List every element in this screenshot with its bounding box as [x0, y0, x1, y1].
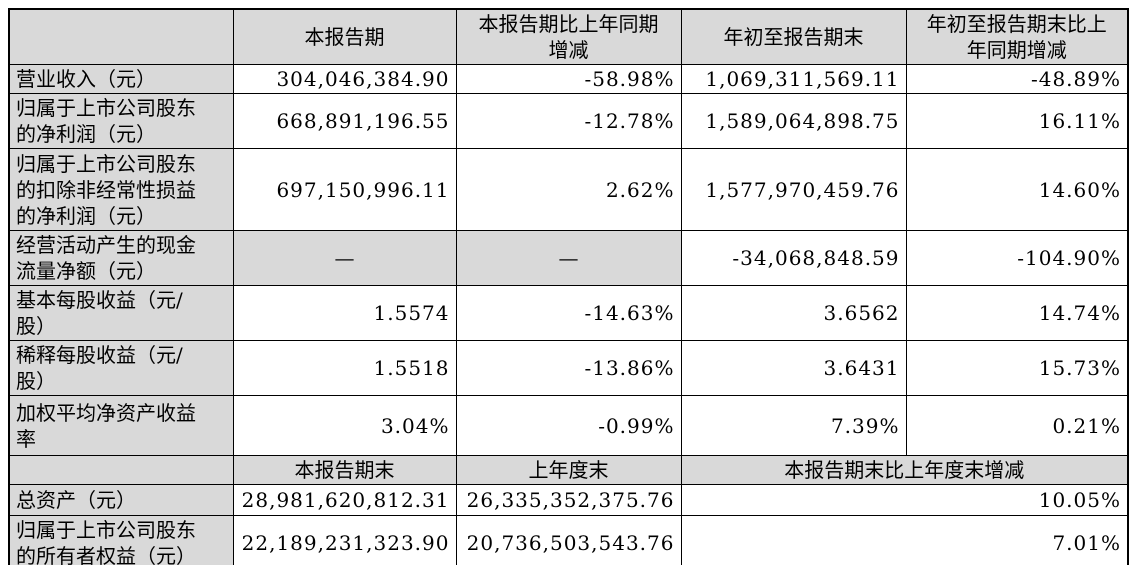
value-cell: 7.01%	[680, 515, 1129, 565]
table-row-diluted-eps: 稀释每股收益（元/ 股） 1.5518 -13.86% 3.6431 15.73…	[8, 340, 1129, 396]
row-label: 加权平均净资产收益 率	[8, 395, 234, 456]
header-ytd-yoy: 年初至报告期末比上 年同期增减	[905, 8, 1129, 65]
value-cell: -14.63%	[455, 285, 682, 341]
value-cell: 26,335,352,375.76	[455, 484, 682, 516]
value-cell: 1,589,064,898.75	[680, 93, 907, 149]
row-label: 基本每股收益（元/ 股）	[8, 285, 234, 341]
value-cell: 16.11%	[905, 93, 1129, 149]
header-period-end-vs-prior: 本报告期末比上年度末增减	[680, 455, 1129, 485]
value-cell: 14.60%	[905, 148, 1129, 231]
header-row-1: 本报告期 本报告期比上年同期 增减 年初至报告期末 年初至报告期末比上 年同期增…	[8, 8, 1129, 65]
row-label: 经营活动产生的现金 流量净额（元）	[8, 230, 234, 286]
value-cell: 28,981,620,812.31	[232, 484, 457, 516]
value-cell: -104.90%	[905, 230, 1129, 286]
key-financials-table: 本报告期 本报告期比上年同期 增减 年初至报告期末 年初至报告期末比上 年同期增…	[8, 8, 1129, 565]
value-cell: 1,069,311,569.11	[680, 64, 907, 94]
table-row-owners-equity: 归属于上市公司股东 的所有者权益（元） 22,189,231,323.90 20…	[8, 515, 1129, 565]
value-cell: -12.78%	[455, 93, 682, 149]
table-row-net-profit: 归属于上市公司股东 的净利润（元） 668,891,196.55 -12.78%…	[8, 93, 1129, 149]
row-label: 总资产（元）	[8, 484, 234, 516]
value-cell: -34,068,848.59	[680, 230, 907, 286]
value-cell-dash: —	[232, 230, 457, 286]
value-cell: 668,891,196.55	[232, 93, 457, 149]
value-cell: 20,736,503,543.76	[455, 515, 682, 565]
header-blank-cell	[8, 455, 234, 485]
value-cell: 2.62%	[455, 148, 682, 231]
header-current-period: 本报告期	[232, 8, 457, 65]
header-row-2: 本报告期末 上年度末 本报告期末比上年度末增减	[8, 455, 1129, 485]
value-cell: -48.89%	[905, 64, 1129, 94]
value-cell: -0.99%	[455, 395, 682, 456]
value-cell: 1,577,970,459.76	[680, 148, 907, 231]
row-label: 稀释每股收益（元/ 股）	[8, 340, 234, 396]
value-cell: 3.04%	[232, 395, 457, 456]
value-cell-dash: —	[455, 230, 682, 286]
table-row-revenue: 营业收入（元） 304,046,384.90 -58.98% 1,069,311…	[8, 64, 1129, 94]
header-blank-cell	[8, 8, 234, 65]
value-cell: 7.39%	[680, 395, 907, 456]
value-cell: 14.74%	[905, 285, 1129, 341]
value-cell: 3.6562	[680, 285, 907, 341]
table-row-basic-eps: 基本每股收益（元/ 股） 1.5574 -14.63% 3.6562 14.74…	[8, 285, 1129, 341]
value-cell: 0.21%	[905, 395, 1129, 456]
value-cell: -58.98%	[455, 64, 682, 94]
row-label: 归属于上市公司股东 的所有者权益（元）	[8, 515, 234, 565]
value-cell: 15.73%	[905, 340, 1129, 396]
header-current-period-yoy: 本报告期比上年同期 增减	[455, 8, 682, 65]
value-cell: 1.5574	[232, 285, 457, 341]
table-row-weighted-roe: 加权平均净资产收益 率 3.04% -0.99% 7.39% 0.21%	[8, 395, 1129, 456]
value-cell: 1.5518	[232, 340, 457, 396]
value-cell: -13.86%	[455, 340, 682, 396]
table-row-operating-cash-flow: 经营活动产生的现金 流量净额（元） — — -34,068,848.59 -10…	[8, 230, 1129, 286]
value-cell: 10.05%	[680, 484, 1129, 516]
value-cell: 304,046,384.90	[232, 64, 457, 94]
table-row-net-profit-excl-nonrecurring: 归属于上市公司股东 的扣除非经常性损益 的净利润（元） 697,150,996.…	[8, 148, 1129, 231]
header-period-end: 本报告期末	[232, 455, 457, 485]
table-row-total-assets: 总资产（元） 28,981,620,812.31 26,335,352,375.…	[8, 484, 1129, 516]
row-label: 归属于上市公司股东 的净利润（元）	[8, 93, 234, 149]
value-cell: 697,150,996.11	[232, 148, 457, 231]
value-cell: 22,189,231,323.90	[232, 515, 457, 565]
row-label: 归属于上市公司股东 的扣除非经常性损益 的净利润（元）	[8, 148, 234, 231]
header-ytd: 年初至报告期末	[680, 8, 907, 65]
header-prior-year-end: 上年度末	[455, 455, 682, 485]
value-cell: 3.6431	[680, 340, 907, 396]
row-label: 营业收入（元）	[8, 64, 234, 94]
